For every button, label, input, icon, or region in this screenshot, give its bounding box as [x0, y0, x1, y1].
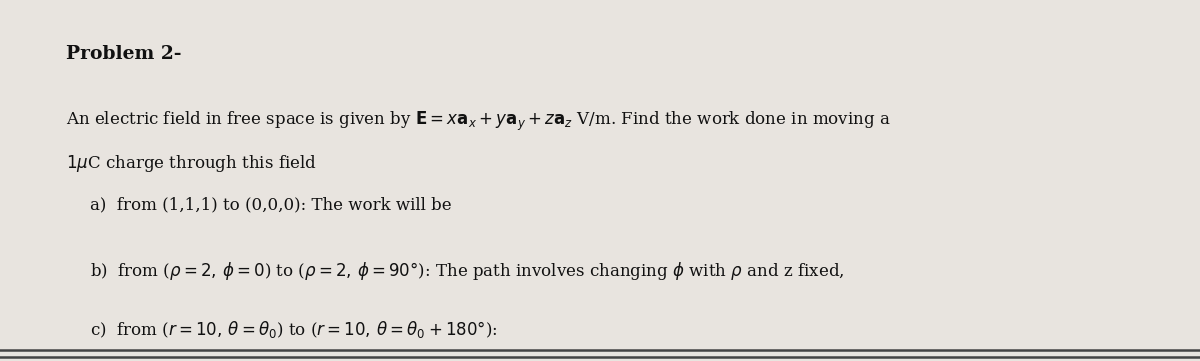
Text: c)  from ($r = 10,\, \theta = \theta_0$) to ($r = 10,\, \theta = \theta_0 + 180°: c) from ($r = 10,\, \theta = \theta_0$) … [90, 319, 498, 340]
Text: An electric field in free space is given by $\mathbf{E} = x\mathbf{a}_x + y\math: An electric field in free space is given… [66, 110, 890, 133]
Text: a)  from (1,1,1) to (0,0,0): The work will be: a) from (1,1,1) to (0,0,0): The work wil… [90, 197, 451, 214]
Text: $1\mu$C charge through this field: $1\mu$C charge through this field [66, 153, 317, 174]
Text: b)  from ($\rho = 2,\, \phi = 0$) to ($\rho = 2,\, \phi = 90°$): The path involv: b) from ($\rho = 2,\, \phi = 0$) to ($\r… [90, 260, 845, 282]
Text: Problem 2-: Problem 2- [66, 45, 181, 63]
